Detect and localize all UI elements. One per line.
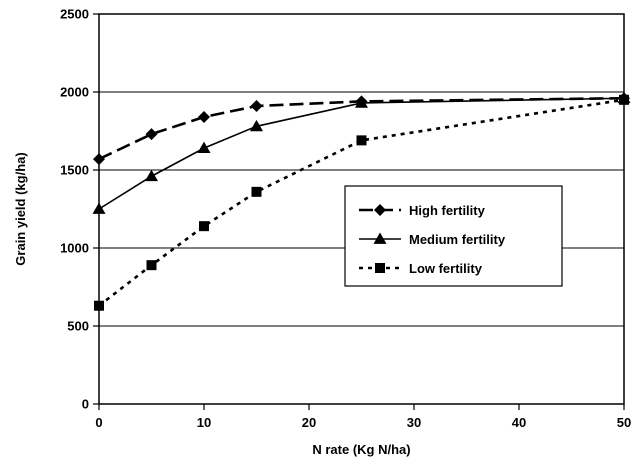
x-tick-label: 40	[512, 415, 526, 430]
data-point-diamond	[198, 110, 210, 123]
data-point-square	[94, 300, 104, 311]
legend-marker-triangle	[373, 232, 387, 244]
x-tick-label: 0	[95, 415, 102, 430]
y-tick-label: 1500	[60, 163, 89, 178]
data-point-diamond	[250, 100, 263, 113]
data-point-triangle	[250, 119, 263, 132]
legend-marker-square	[375, 263, 385, 273]
x-tick-label: 30	[407, 415, 421, 430]
y-axis-title: Grain yield (kg/ha)	[13, 152, 28, 265]
data-point-square	[356, 135, 367, 146]
data-point-square	[251, 186, 262, 197]
legend-label: High fertility	[409, 203, 486, 218]
data-point-diamond	[93, 153, 105, 166]
series-line	[98, 96, 625, 161]
data-point-square	[619, 94, 629, 105]
legend-label: Medium fertility	[409, 232, 506, 247]
data-point-triangle	[355, 96, 368, 108]
data-point-triangle	[92, 202, 106, 214]
series-line	[98, 98, 625, 307]
y-tick-label: 0	[82, 397, 89, 412]
data-point-triangle	[145, 169, 158, 182]
data-point-square	[146, 260, 157, 271]
x-tick-label: 10	[197, 415, 211, 430]
legend-item: Medium fertility	[359, 232, 506, 247]
x-axis-title: N rate (Kg N/ha)	[312, 442, 410, 457]
x-tick-label: 20	[302, 415, 316, 430]
y-tick-label: 1000	[60, 241, 89, 256]
y-tick-label: 2500	[60, 7, 89, 22]
data-point-square	[199, 221, 209, 232]
legend-marker-diamond	[374, 204, 386, 216]
axis-ticks: 0 500 1000 1500 2000 2500 0 10 20 30 40 50	[60, 7, 631, 431]
legend-label: Low fertility	[409, 261, 483, 276]
x-tick-label: 50	[617, 415, 631, 430]
legend: High fertility Medium fertility Low fertil…	[344, 185, 563, 287]
series-layer	[92, 91, 631, 311]
data-point-triangle	[197, 141, 211, 154]
series-square	[94, 94, 629, 311]
data-point-diamond	[145, 128, 158, 141]
y-tick-label: 2000	[60, 85, 89, 100]
series-line	[98, 97, 625, 210]
y-tick-label: 500	[67, 319, 89, 334]
legend-item: High fertility	[359, 203, 486, 218]
legend-item: Low fertility	[359, 261, 483, 276]
